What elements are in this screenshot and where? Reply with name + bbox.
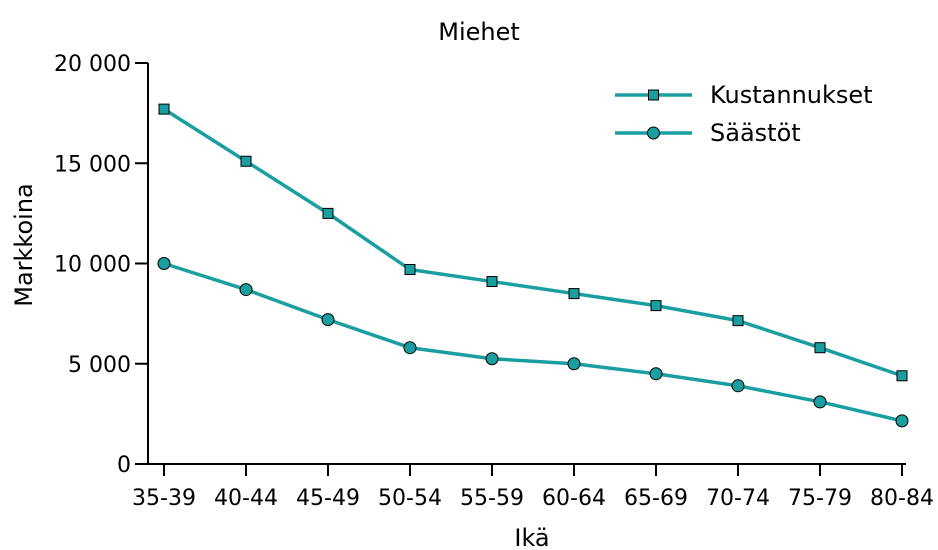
series-line: [163, 107, 903, 378]
data-point: [485, 352, 499, 366]
series-layer: [157, 103, 909, 428]
x-tick-label: 50-54: [378, 486, 442, 511]
data-point: [568, 288, 580, 300]
legend-marker: [648, 89, 659, 101]
y-tick-label: 20 000: [54, 52, 131, 77]
data-point: [322, 207, 334, 219]
data-point: [731, 379, 745, 393]
x-tick-label: 70-74: [706, 486, 770, 511]
x-tick-label: 80-84: [870, 486, 934, 511]
data-point: [895, 414, 909, 428]
y-axis-label: Markkoina: [10, 183, 38, 307]
data-point: [403, 341, 417, 355]
legend-label: Säästöt: [710, 119, 801, 147]
x-tick-label: 35-39: [132, 486, 196, 511]
x-tick-label: 60-64: [542, 486, 606, 511]
data-point: [157, 257, 171, 270]
y-tick-label: 15 000: [54, 152, 131, 177]
x-axis-label: Ikä: [514, 524, 549, 550]
data-point: [896, 370, 908, 382]
data-point: [732, 315, 744, 327]
data-point: [813, 395, 827, 409]
legend: Kustannukset Säästöt: [615, 81, 873, 147]
x-tick-label: 75-79: [788, 486, 852, 511]
legend-label: Kustannukset: [710, 81, 873, 109]
series-kustannukset: [158, 103, 908, 382]
data-point: [650, 300, 662, 312]
x-tick-label: 45-49: [296, 486, 360, 511]
data-point: [814, 342, 826, 354]
data-point: [158, 103, 170, 115]
data-point: [567, 357, 581, 371]
x-tick-label: 40-44: [214, 486, 278, 511]
chart-title: Miehet: [438, 18, 520, 46]
x-tick-label: 65-69: [624, 486, 688, 511]
data-point: [239, 283, 253, 297]
data-point: [404, 264, 416, 276]
series-line: [163, 261, 903, 423]
data-point: [240, 155, 252, 167]
data-point: [649, 367, 663, 381]
legend-marker: [647, 126, 660, 140]
y-tick-label: 0: [117, 453, 131, 478]
data-point: [321, 313, 335, 327]
data-point: [486, 276, 498, 288]
y-tick-label: 5 000: [68, 353, 131, 378]
y-tick-label: 10 000: [54, 253, 131, 278]
x-tick-label: 55-59: [460, 486, 524, 511]
axes: 0 5 000 10 000 15 000 20 000 35-39 40-44 45-49 5…: [54, 52, 934, 511]
series-saastot: [157, 257, 909, 428]
